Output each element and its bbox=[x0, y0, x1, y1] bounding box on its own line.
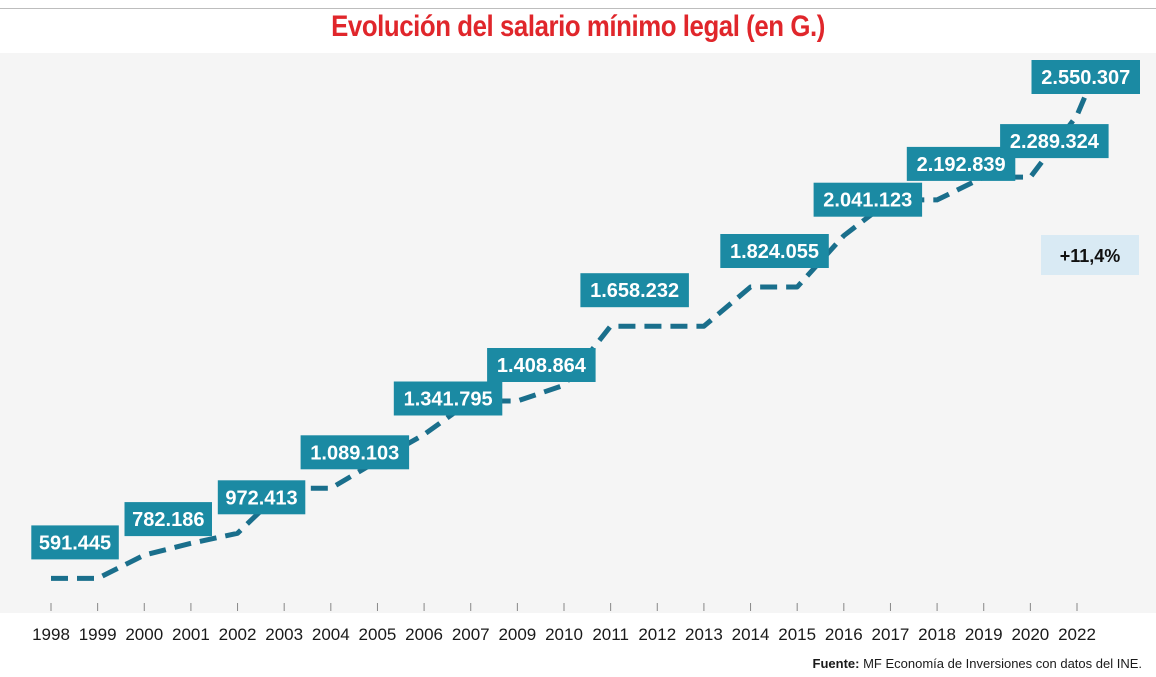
data-label-box bbox=[720, 234, 829, 268]
x-tick-label: 2019 bbox=[965, 625, 1003, 644]
data-label-box bbox=[31, 525, 119, 560]
data-label: 2.289.324 bbox=[1010, 131, 1100, 153]
x-tick-label: 2018 bbox=[918, 625, 956, 644]
x-tick-label: 2022 bbox=[1058, 625, 1096, 644]
x-tick-label: 2007 bbox=[452, 625, 490, 644]
data-label-box bbox=[124, 502, 212, 537]
data-label-box bbox=[906, 146, 1016, 181]
source-label: Fuente: bbox=[812, 656, 860, 671]
data-label: 1.824.055 bbox=[730, 241, 819, 263]
data-label: 782.186 bbox=[132, 509, 204, 531]
x-tick-label: 2004 bbox=[312, 625, 350, 644]
x-tick-label: 2009 bbox=[498, 625, 536, 644]
series-line-layer bbox=[51, 62, 1102, 581]
x-tick-label: 1998 bbox=[32, 625, 70, 644]
x-tick-label: 2003 bbox=[265, 625, 303, 644]
data-label-box bbox=[1031, 60, 1140, 94]
data-labels: 591.445782.186972.4131.089.1031.341.7951… bbox=[31, 60, 1140, 560]
data-label: 2.192.839 bbox=[917, 154, 1006, 176]
x-tick-label: 2014 bbox=[732, 625, 770, 644]
source-note: Fuente: MF Economía de Inversiones con d… bbox=[813, 656, 1142, 671]
x-tick-label: 2001 bbox=[172, 625, 210, 644]
data-label-box bbox=[217, 480, 306, 515]
growth-annotation: +11,4% bbox=[1041, 235, 1139, 275]
data-label: 1.658.232 bbox=[590, 280, 679, 302]
x-tick-label: 2005 bbox=[359, 625, 397, 644]
data-label: 1.341.795 bbox=[404, 389, 493, 411]
data-label: 591.445 bbox=[39, 532, 111, 554]
data-label-box bbox=[1000, 124, 1109, 159]
growth-badge bbox=[1041, 235, 1139, 275]
data-label-box bbox=[393, 381, 503, 416]
title-bar bbox=[0, 8, 1156, 54]
x-tick-label: 1999 bbox=[79, 625, 117, 644]
data-label: 2.041.123 bbox=[823, 190, 912, 212]
x-tick-label: 2013 bbox=[685, 625, 723, 644]
data-label: 1.089.103 bbox=[310, 442, 399, 464]
x-tick-label: 2016 bbox=[825, 625, 863, 644]
x-tick-label: 2010 bbox=[545, 625, 583, 644]
x-tick-label: 2011 bbox=[592, 625, 629, 644]
data-label-box bbox=[487, 348, 596, 382]
chart-title: Evolución del salario mínimo legal (en G… bbox=[331, 10, 825, 43]
x-axis-ticks: 1998 1999 2000 2001 2002 2003 2004 2005 2006 2007… bbox=[32, 603, 1096, 644]
data-label: 1.408.864 bbox=[497, 355, 587, 377]
data-label-box bbox=[580, 273, 689, 308]
growth-text: +11,4% bbox=[1060, 246, 1121, 266]
x-tick-label: 2012 bbox=[638, 625, 676, 644]
series-line bbox=[51, 62, 1102, 581]
x-tick-label: 2006 bbox=[405, 625, 443, 644]
data-label: 972.413 bbox=[225, 487, 297, 509]
x-tick-label: 2020 bbox=[1011, 625, 1049, 644]
x-tick-label: 2017 bbox=[872, 625, 910, 644]
x-tick-label: 2002 bbox=[219, 625, 257, 644]
source-text: MF Economía de Inversiones con datos del… bbox=[859, 656, 1142, 671]
x-tick-label: 2015 bbox=[778, 625, 816, 644]
data-label-box bbox=[300, 435, 410, 470]
x-tick-label: 2000 bbox=[125, 625, 163, 644]
data-label: 2.550.307 bbox=[1041, 67, 1130, 89]
data-label-box bbox=[813, 182, 923, 217]
